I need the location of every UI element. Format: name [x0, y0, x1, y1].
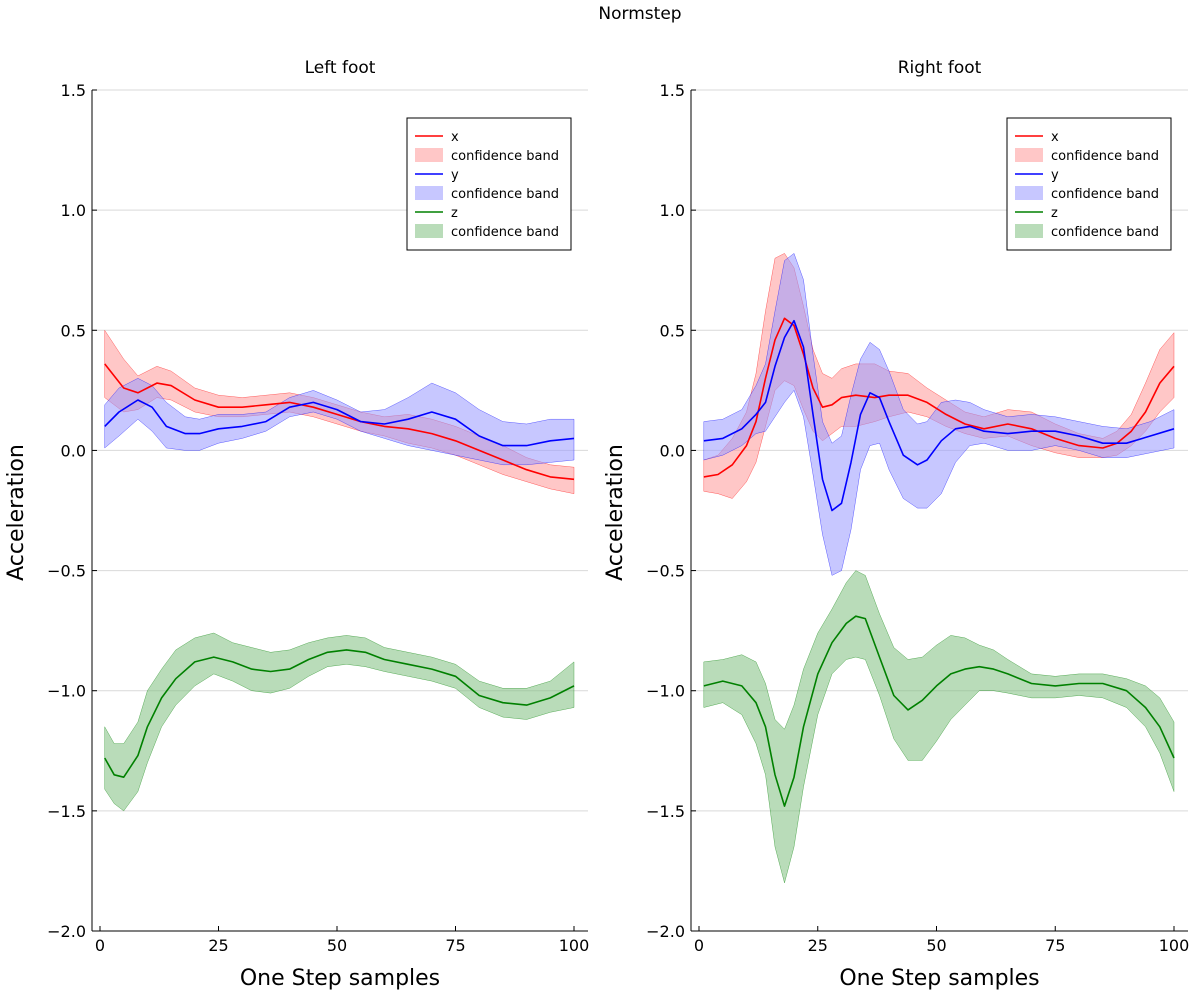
panel-title: Left foot — [305, 58, 376, 78]
legend-entry-confidence-band: confidence band — [451, 149, 559, 164]
y-axis-label: Acceleration — [4, 444, 29, 581]
y-tick-label: −2.0 — [47, 922, 86, 941]
figure-title: Normstep — [598, 4, 681, 24]
series-group — [703, 252, 1175, 884]
legend-entry-y: y — [1051, 168, 1059, 183]
confidence-band-y — [703, 252, 1175, 576]
legend-entry-z: z — [451, 206, 458, 221]
y-axis-label: Acceleration — [603, 444, 628, 581]
y-tick-label: 1.0 — [61, 201, 86, 220]
legend: x confidence band y confidence band z confide… — [1006, 117, 1172, 251]
series-line-z — [703, 615, 1175, 807]
panel-title: Right foot — [898, 58, 982, 78]
series-line-x — [703, 317, 1175, 478]
x-tick-label: 25 — [808, 936, 828, 955]
legend: x confidence band y confidence band z confide… — [406, 117, 572, 251]
confidence-band-y — [104, 378, 575, 466]
series-line-z — [104, 649, 575, 779]
y-tick-label: −2.0 — [646, 922, 685, 941]
y-tick-label: 0.5 — [61, 321, 86, 340]
x-tick-label: 100 — [1159, 936, 1190, 955]
x-tick-label: 50 — [327, 936, 347, 955]
series-line-x — [104, 363, 575, 481]
legend-swatch-z — [1015, 224, 1043, 238]
x-tick-label: 100 — [559, 936, 590, 955]
legend-entry-z: z — [1051, 206, 1058, 221]
x-tick-label: 75 — [1045, 936, 1065, 955]
x-tick-label: 75 — [445, 936, 465, 955]
x-tick-label: 0 — [95, 936, 105, 955]
y-tick-label: −1.0 — [47, 682, 86, 701]
y-tick-label: 1.5 — [61, 81, 86, 100]
x-axis-label: One Step samples — [839, 966, 1039, 991]
right-foot-panel: 1.5 1.0 0.5 0.0 −0.5 −1.0 −1.5 −2.0 0 25 50 75 100 Ri… — [603, 58, 1189, 991]
legend-swatch-y — [415, 186, 443, 200]
x-tick-label: 25 — [208, 936, 228, 955]
y-tick-label: −0.5 — [646, 562, 685, 581]
y-tick-label: 0.0 — [660, 441, 685, 460]
confidence-band-z — [703, 570, 1175, 884]
legend-entry-confidence-band: confidence band — [1051, 149, 1159, 164]
y-tick-label: 0.5 — [660, 321, 685, 340]
legend-swatch-y — [1015, 186, 1043, 200]
legend-entry-confidence-band: confidence band — [1051, 225, 1159, 240]
legend-entry-x: x — [451, 130, 459, 145]
series-group — [104, 329, 575, 812]
y-tick-label: 0.0 — [61, 441, 86, 460]
x-axis-label: One Step samples — [240, 966, 440, 991]
legend-entry-y: y — [451, 168, 459, 183]
legend-swatch-z — [415, 224, 443, 238]
legend-swatch-x — [1015, 148, 1043, 162]
legend-entry-confidence-band: confidence band — [1051, 187, 1159, 202]
y-tick-label: 1.5 — [660, 81, 685, 100]
confidence-band-z — [104, 632, 575, 812]
y-tick-label: −0.5 — [47, 562, 86, 581]
legend-swatch-x — [415, 148, 443, 162]
left-foot-panel: 1.5 1.0 0.5 0.0 −0.5 −1.0 −1.5 −2.0 0 25 50 75 100 Le… — [4, 58, 589, 991]
x-tick-label: 0 — [694, 936, 704, 955]
legend-entry-confidence-band: confidence band — [451, 225, 559, 240]
y-tick-label: 1.0 — [660, 201, 685, 220]
series-line-y — [104, 399, 575, 447]
legend-entry-confidence-band: confidence band — [451, 187, 559, 202]
y-tick-label: −1.5 — [646, 802, 685, 821]
legend-entry-x: x — [1051, 130, 1059, 145]
series-line-y — [703, 319, 1175, 512]
y-tick-label: −1.5 — [47, 802, 86, 821]
y-tick-label: −1.0 — [646, 682, 685, 701]
x-tick-label: 50 — [926, 936, 946, 955]
